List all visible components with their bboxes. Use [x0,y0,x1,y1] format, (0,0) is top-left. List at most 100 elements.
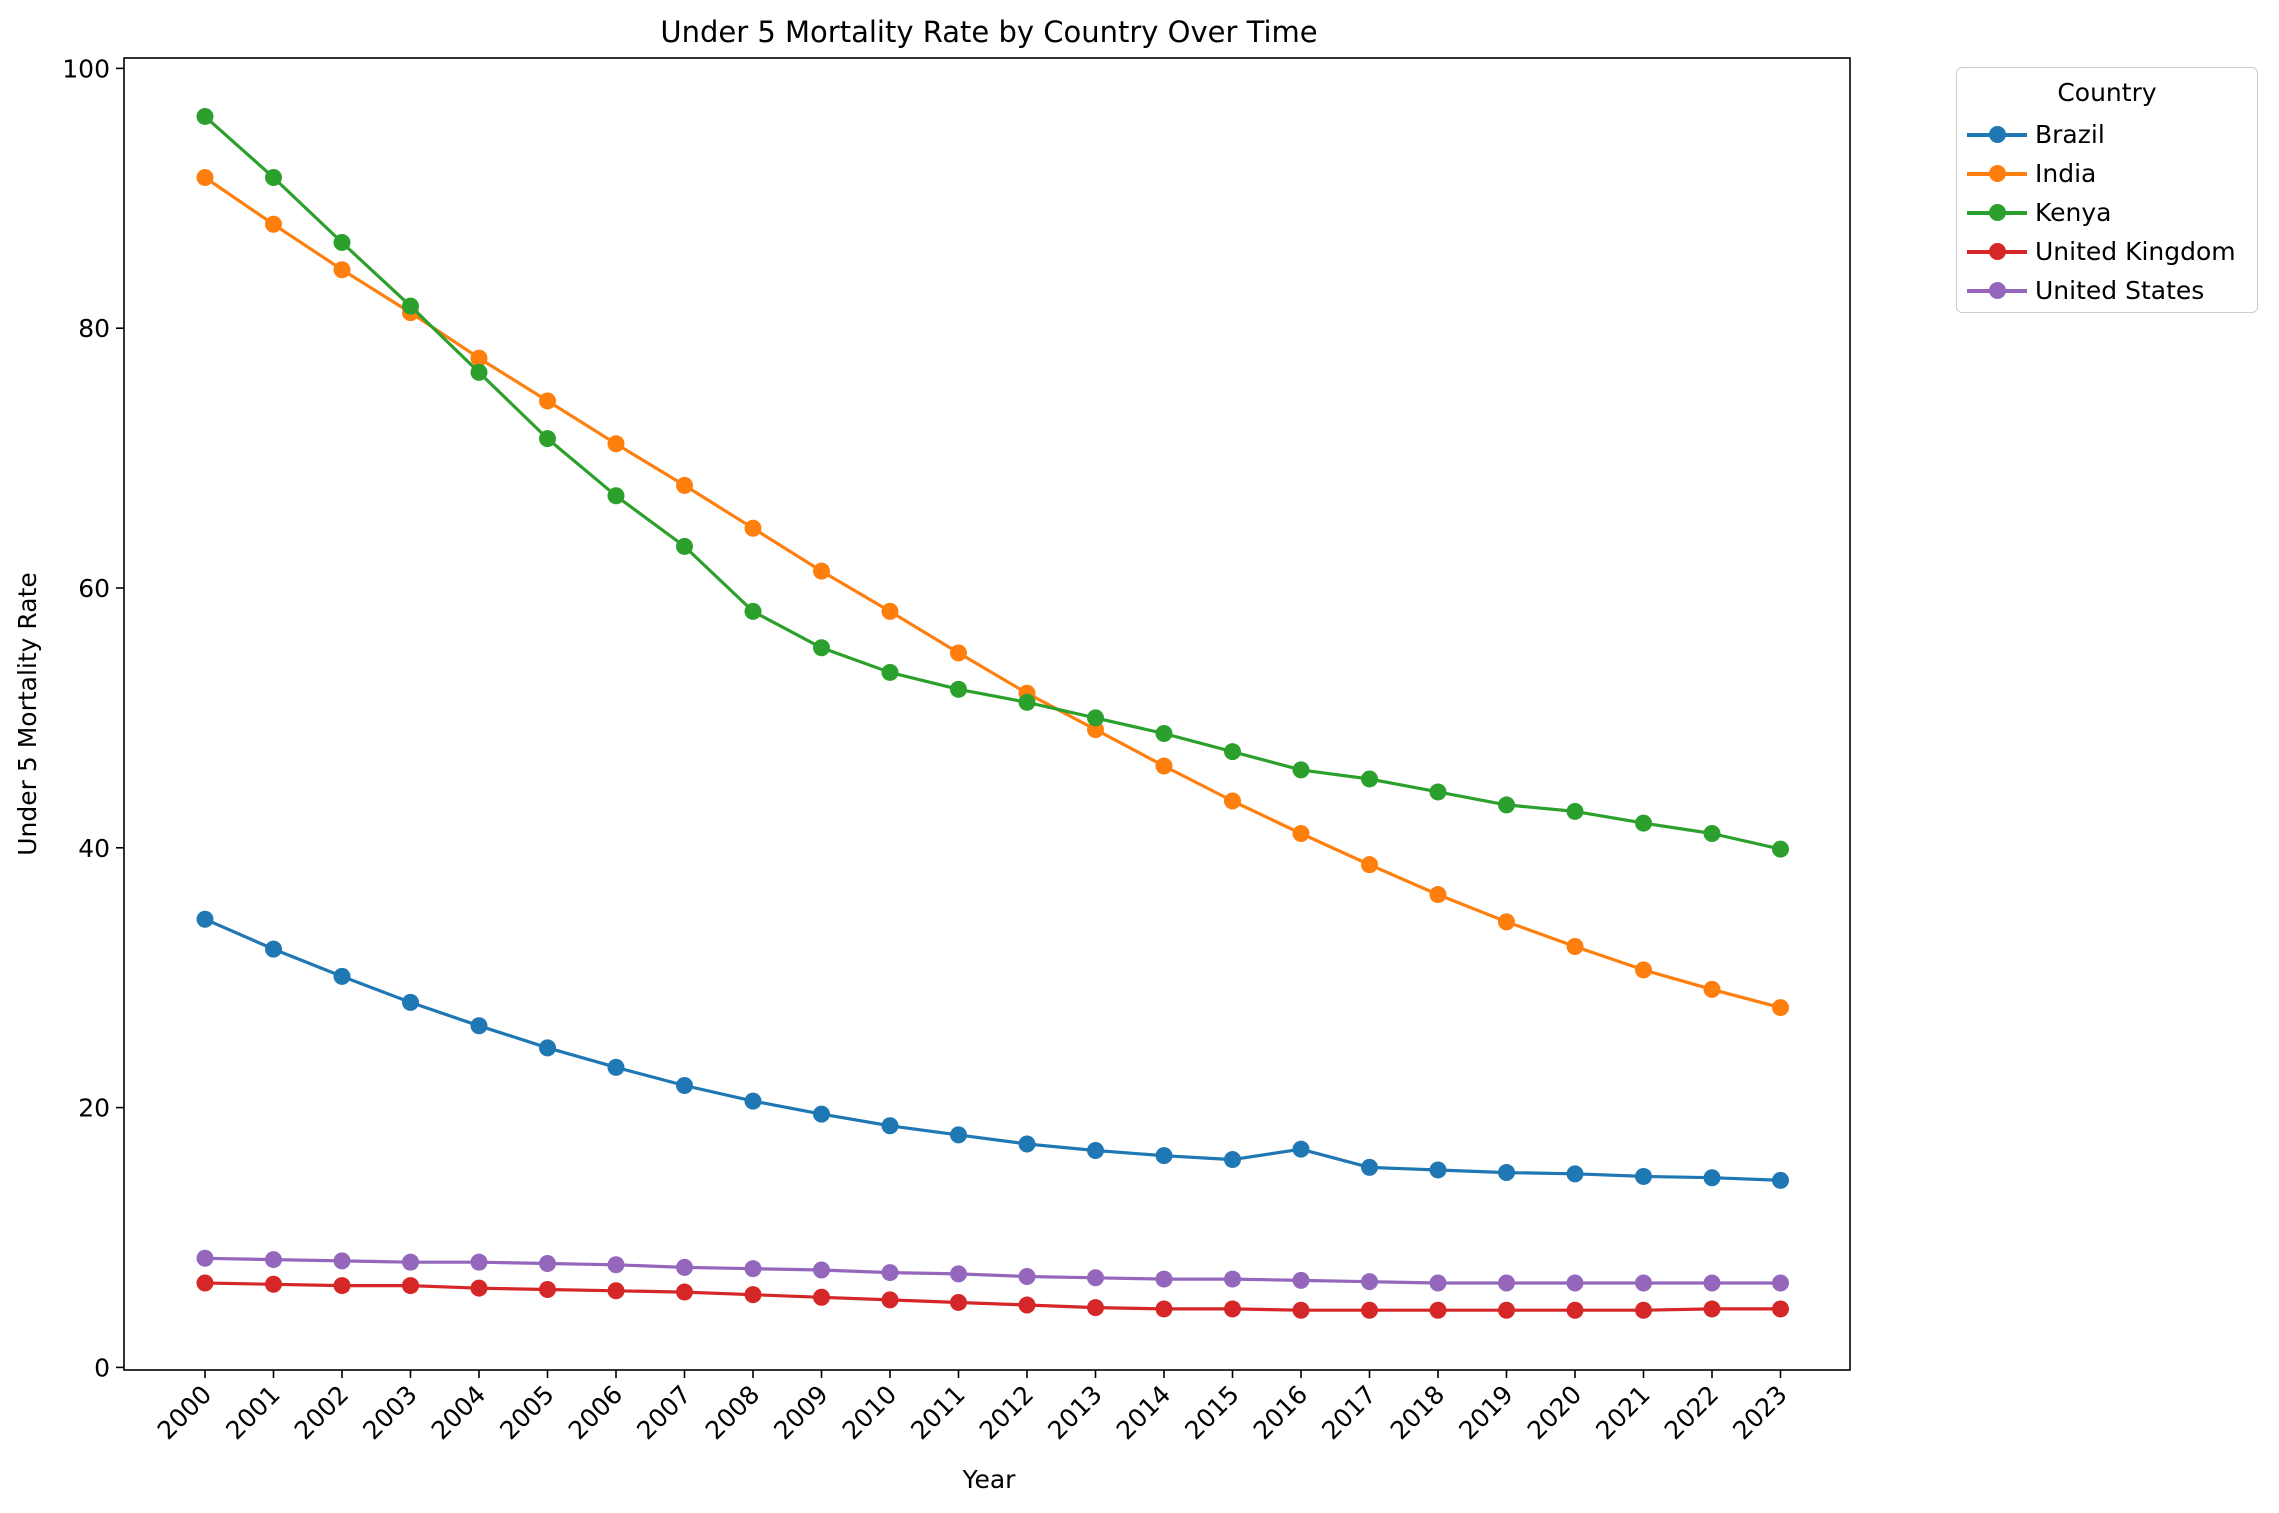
data-point-united-states [333,1252,351,1270]
data-point-kenya [402,297,419,315]
legend-item-united-kingdom: United Kingdom [1957,233,2257,271]
data-point-kenya [1361,770,1378,788]
series-india [196,169,1789,1017]
data-point-brazil [1429,1161,1447,1179]
legend-dot-marker [1989,204,2006,221]
y-tick-label: 100 [62,54,110,83]
x-tick-label: 2013 [1042,1380,1107,1445]
data-point-united-states [1566,1274,1584,1292]
legend-item-united-states: United States [1957,272,2257,310]
legend-label: Brazil [2035,120,2105,149]
data-point-kenya [196,107,214,125]
x-tick-label: 2012 [974,1380,1039,1445]
legend: Country Brazil India Kenya United Kingdom Un… [1956,67,2258,313]
data-point-india [1772,999,1789,1017]
data-point-united-kingdom [607,1282,625,1300]
data-point-brazil [1087,1141,1104,1159]
data-point-united-kingdom [1566,1301,1584,1319]
x-tick-label: 2003 [357,1380,422,1445]
data-point-united-states [1635,1274,1652,1292]
data-point-united-states [196,1249,214,1267]
x-tick-label: 2014 [1111,1380,1176,1445]
data-point-india [196,169,214,187]
data-point-united-states [881,1264,899,1282]
y-axis-label: Under 5 Mortality Rate [13,572,42,856]
y-axis: 0 20 40 60 80 100 [62,54,124,1382]
data-point-kenya [1635,814,1652,832]
data-point-brazil [607,1058,625,1076]
legend-title: Country [2057,78,2157,107]
data-point-brazil [1772,1171,1789,1189]
data-point-united-states [676,1258,693,1276]
series-brazil [196,910,1789,1189]
data-point-india [1566,938,1584,956]
x-tick-label: 2015 [1179,1380,1244,1445]
legend-label: India [2035,159,2097,188]
data-point-kenya [539,430,556,448]
legend-label: Kenya [2035,198,2112,227]
data-point-india [1429,886,1447,904]
data-point-united-kingdom [676,1283,693,1301]
y-tick-label: 20 [78,1094,110,1123]
data-point-kenya [1703,825,1721,843]
data-point-india [1635,961,1652,979]
y-tick-label: 60 [78,574,110,603]
data-point-brazil [333,967,351,985]
data-point-united-kingdom [1772,1300,1789,1318]
data-point-kenya [607,487,625,505]
data-point-united-states [1018,1267,1036,1285]
data-point-united-kingdom [1498,1301,1515,1319]
data-point-brazil [402,993,419,1011]
x-tick-label: 2005 [494,1380,559,1445]
data-point-united-states [402,1253,419,1271]
data-point-kenya [744,602,762,620]
data-point-kenya [676,537,693,555]
series-layer [196,107,1789,1319]
data-point-india [607,435,625,453]
data-point-brazil [881,1117,899,1135]
data-point-united-states [470,1253,488,1271]
data-point-brazil [539,1039,556,1057]
data-point-india [470,349,488,367]
data-point-united-kingdom [950,1293,967,1311]
legend-item-kenya: Kenya [1957,194,2257,232]
data-point-united-kingdom [470,1279,488,1297]
x-tick-label: 2009 [768,1380,833,1445]
data-point-kenya [881,663,899,681]
data-point-united-states [1224,1270,1241,1288]
data-point-brazil [1635,1167,1652,1185]
data-point-brazil [744,1092,762,1110]
data-point-brazil [1498,1164,1515,1182]
series-line-brazil [204,917,1781,1182]
data-point-kenya [950,680,967,698]
x-tick-label: 2004 [426,1380,491,1445]
data-point-brazil [1566,1165,1584,1183]
data-point-kenya [813,639,830,657]
series-line-united-kingdom [204,1281,1781,1312]
series-line-united-states [204,1256,1781,1285]
data-point-india [744,519,762,537]
series-united-kingdom [196,1274,1789,1319]
legend-label: United Kingdom [2035,237,2236,266]
data-point-india [1498,913,1515,931]
data-point-kenya [470,363,488,381]
data-point-brazil [1224,1151,1241,1169]
data-point-united-kingdom [196,1274,214,1292]
x-tick-label: 2001 [220,1380,285,1445]
x-tick-label: 2007 [631,1380,696,1445]
data-point-kenya [265,169,282,187]
legend-label: United States [2035,276,2205,305]
data-point-brazil [1018,1135,1036,1153]
data-point-kenya [1292,761,1310,779]
x-tick-label: 2010 [837,1380,902,1445]
data-point-united-kingdom [1361,1301,1378,1319]
y-tick-label: 0 [94,1353,110,1382]
data-point-united-kingdom [1155,1300,1173,1318]
data-point-india [1703,980,1721,998]
data-point-united-states [1703,1274,1721,1292]
data-point-india [1224,792,1241,810]
data-point-united-states [1361,1273,1378,1291]
data-point-kenya [1772,840,1789,858]
legend-dot-marker [1989,126,2006,143]
